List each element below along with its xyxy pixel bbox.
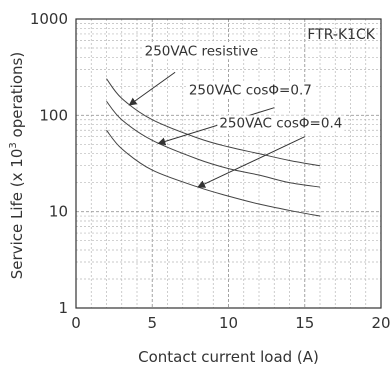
series-label-cos04: 250VAC cosΦ=0.4	[219, 115, 342, 131]
y-axis-label: Service Life (x 103 operations)	[8, 52, 26, 279]
y-tick-label: 10	[49, 203, 68, 221]
x-tick-label: 5	[147, 314, 157, 332]
series-label-bg	[186, 82, 314, 99]
x-axis-label: Contact current load (A)	[138, 348, 319, 366]
x-tick-label: 0	[71, 314, 81, 332]
series-line-cos04	[106, 129, 321, 217]
plot-frame	[75, 18, 382, 309]
x-tick-label: 15	[295, 314, 314, 332]
model-label: FTR-K1CK	[307, 27, 375, 43]
annotation-arrow	[128, 71, 176, 106]
y-axis-label-suffix: operations)	[8, 52, 26, 142]
annotation-arrow	[197, 136, 305, 188]
y-axis-label-prefix: Service Life (x 10	[8, 149, 26, 280]
series-lines	[106, 78, 321, 217]
y-tick-label: 100	[39, 106, 68, 124]
x-tick-label: 20	[371, 314, 390, 332]
series-line-resistive	[106, 78, 321, 167]
y-tick-label: 1000	[30, 10, 68, 28]
y-tick-label: 1	[58, 299, 68, 317]
series-label-cos07: 250VAC cosΦ=0.7	[189, 82, 312, 98]
grid	[76, 19, 381, 308]
tick-labels: 0 5 10 15 20 1 10 100 1000	[30, 10, 391, 332]
x-tick-label: 10	[219, 314, 238, 332]
annotation-arrow	[157, 107, 275, 146]
series-label-bg	[217, 115, 345, 132]
y-axis-label-superscript: 3	[8, 142, 19, 148]
annotation-arrows	[128, 71, 305, 188]
series-labels: 250VAC resistive 250VAC cosΦ=0.7 250VAC …	[142, 43, 345, 132]
series-line-cos07	[106, 100, 321, 188]
series-label-resistive: 250VAC resistive	[145, 43, 259, 59]
series-label-bg	[142, 43, 261, 60]
